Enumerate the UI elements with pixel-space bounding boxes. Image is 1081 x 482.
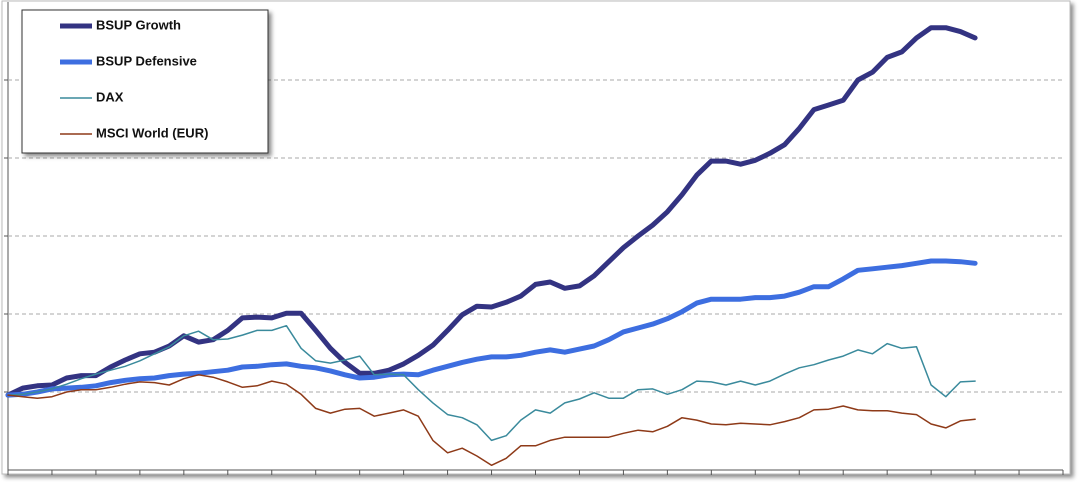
legend-label: BSUP Growth [96, 17, 181, 32]
legend-label: MSCI World (EUR) [96, 125, 208, 140]
legend-box [21, 9, 269, 154]
series-line [7, 324, 976, 442]
series-line [5, 258, 978, 398]
series-line [7, 374, 976, 467]
legend-label: BSUP Defensive [96, 53, 197, 68]
plot [5, 25, 978, 467]
legend: BSUP Growth BSUP Defensive DAX MSCI World (… [21, 9, 269, 154]
legend-label: DAX [96, 89, 124, 104]
